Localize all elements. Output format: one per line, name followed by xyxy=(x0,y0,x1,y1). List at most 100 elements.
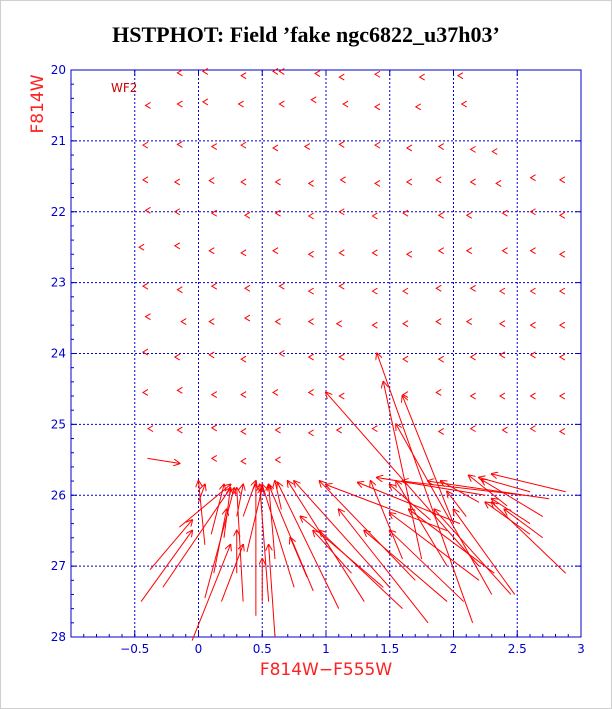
vector-arrow-long xyxy=(210,485,224,535)
vector-arrow xyxy=(456,72,464,80)
vector-arrow xyxy=(437,211,445,219)
vector-arrow xyxy=(191,545,230,641)
vector-arrow xyxy=(278,350,285,357)
vector-arrow xyxy=(201,67,209,75)
vector-arrow xyxy=(210,424,218,432)
vector-arrow xyxy=(469,425,476,433)
vector-arrow xyxy=(338,140,345,148)
vector-arrow xyxy=(144,206,151,214)
y-tick-label: 20 xyxy=(51,63,66,77)
vector-arrow xyxy=(498,320,506,328)
vector-arrow xyxy=(307,212,314,220)
x-axis-title: F814W−F555W xyxy=(260,660,393,680)
vector-arrow-long xyxy=(262,485,295,588)
vector-arrow xyxy=(278,100,285,108)
axis-ticks xyxy=(70,69,582,638)
vector-arrow xyxy=(240,141,247,149)
vector-arrow xyxy=(272,247,279,255)
vector-arrow xyxy=(338,73,345,81)
vector-arrow xyxy=(274,426,281,434)
vector-arrow xyxy=(310,96,317,104)
y-tick-label: 22 xyxy=(51,205,66,219)
vector-arrow xyxy=(529,208,536,216)
vector-arrow xyxy=(338,353,345,361)
vector-arrow xyxy=(339,509,429,624)
y-tick-label: 26 xyxy=(51,488,66,502)
vector-arrow xyxy=(558,176,566,184)
vector-arrow xyxy=(469,353,476,361)
x-tick-label: 3 xyxy=(577,642,585,656)
vector-arrow xyxy=(529,392,536,400)
vector-arrow xyxy=(176,140,183,148)
vector-arrow xyxy=(140,531,192,602)
vector-arrow xyxy=(402,320,409,328)
vector-arrow xyxy=(335,320,343,328)
x-tick-label: 2.5 xyxy=(508,642,527,656)
vector-arrow xyxy=(558,211,566,219)
vector-arrow xyxy=(141,141,149,149)
vector-arrow xyxy=(307,429,314,437)
vector-arrow-long xyxy=(275,481,282,510)
vector-arrow xyxy=(558,428,566,435)
vector-arrow xyxy=(435,318,442,326)
vector-arrow-long xyxy=(260,485,270,602)
vector-arrow xyxy=(338,249,345,257)
vector-arrow xyxy=(558,392,566,400)
vector-arrow xyxy=(314,70,321,77)
y-tick-label: 25 xyxy=(51,417,66,431)
vector-arrow xyxy=(208,247,215,255)
vector-arrow xyxy=(272,389,279,396)
vector-arrow xyxy=(371,321,378,329)
vector-arrow xyxy=(371,425,378,433)
vector-arrow-long xyxy=(288,481,365,602)
vector-arrow-long xyxy=(383,382,423,560)
vector-arrow-long xyxy=(492,474,566,493)
vector-arrow xyxy=(138,243,145,251)
vector-arrow xyxy=(414,103,422,111)
y-axis-title: F814W xyxy=(28,74,48,133)
vector-arrow xyxy=(402,287,409,295)
vector-arrow xyxy=(173,242,181,250)
vector-arrow xyxy=(498,392,506,400)
vector-arrow xyxy=(240,178,247,186)
vector-arrow xyxy=(495,179,502,187)
vector-arrow xyxy=(307,318,314,326)
vector-arrow xyxy=(390,513,480,581)
vector-arrow xyxy=(402,209,409,217)
x-tick-label: 2 xyxy=(450,642,458,656)
vector-arrow xyxy=(274,209,281,217)
vector-arrow xyxy=(529,321,536,329)
vector-arrow xyxy=(210,209,218,217)
vector-arrow xyxy=(374,70,381,78)
vector-arrow xyxy=(240,457,247,465)
vector-arrow xyxy=(278,282,285,290)
vector-arrow xyxy=(141,348,149,356)
vector-arrow xyxy=(141,282,149,290)
vector-arrow xyxy=(176,426,183,434)
vector-arrow xyxy=(201,98,209,106)
vector-arrow xyxy=(501,426,508,434)
vector-arrow xyxy=(405,178,413,186)
vector-arrow xyxy=(505,509,544,539)
vector-arrow xyxy=(529,425,536,433)
vector-arrow xyxy=(208,318,215,326)
vector-arrow xyxy=(307,353,314,361)
vector-arrow xyxy=(338,208,345,216)
vector-arrow xyxy=(147,425,154,433)
vector-arrow-long xyxy=(198,485,205,503)
vector-arrow xyxy=(307,179,314,187)
x-tick-label: 0.5 xyxy=(253,642,272,656)
vector-arrow-long xyxy=(326,392,480,567)
vector-arrow xyxy=(147,457,180,463)
x-tick-label: 1.5 xyxy=(380,642,399,656)
vector-arrow xyxy=(364,531,448,602)
vector-arrow-long xyxy=(377,354,474,623)
vector-arrow xyxy=(149,520,192,570)
vector-arrow xyxy=(529,351,536,359)
vector-arrow-long xyxy=(278,482,340,609)
vector-arrow xyxy=(141,176,149,184)
vector-arrow xyxy=(529,247,536,255)
vector-arrow xyxy=(176,100,183,108)
vector-arrow xyxy=(210,454,218,462)
vector-arrow xyxy=(141,389,149,396)
